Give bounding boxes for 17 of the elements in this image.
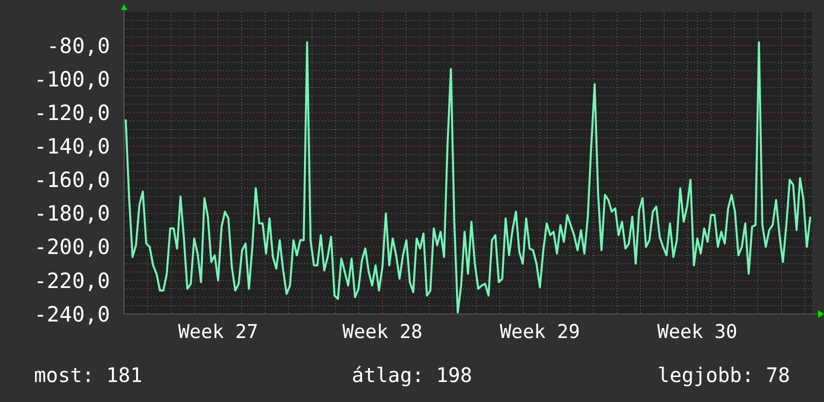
line-series [124, 41, 812, 314]
text: legjobb: 78 [658, 363, 790, 387]
y-tick-label: -220,0 [34, 268, 110, 293]
x-tick-label: Week 28 [342, 321, 422, 343]
y-tick-label: -180,0 [34, 202, 110, 226]
text: most: 181 [34, 363, 142, 387]
y-tick-label: -240,0 [34, 302, 110, 326]
x-tick-label: Week 27 [178, 321, 258, 343]
y-tick-label: -140,0 [34, 134, 110, 159]
y-tick-label: -100,0 [34, 67, 110, 92]
x-tick-label: Week 29 [500, 321, 580, 343]
y-tick-label: -80,0 [46, 34, 110, 58]
y-tick-label: -120,0 [34, 101, 110, 126]
x-tick-label: Week 30 [657, 321, 738, 343]
text: átlag: 198 [352, 363, 472, 387]
y-tick-label: -160,0 [34, 168, 110, 192]
y-tick-label: -200,0 [34, 235, 110, 260]
